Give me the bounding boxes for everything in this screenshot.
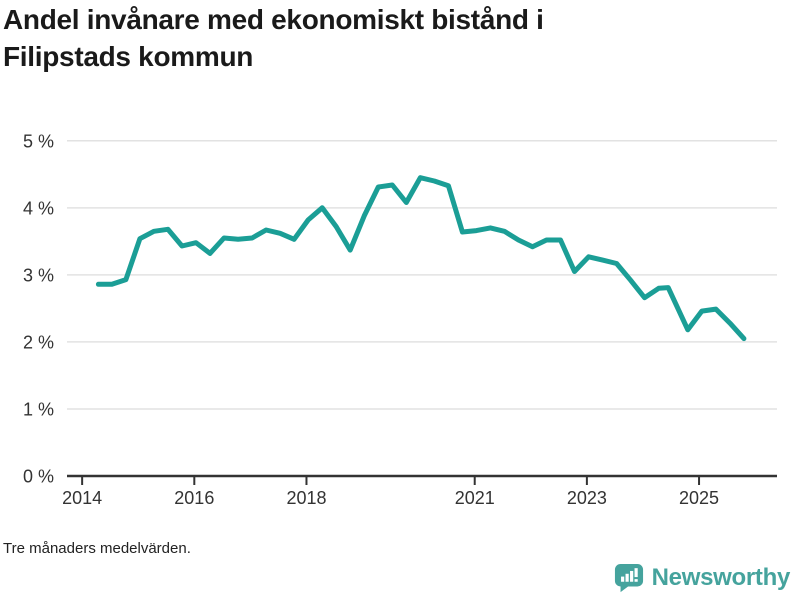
data-series-line xyxy=(95,175,747,342)
x-axis-tick-label: 2021 xyxy=(455,488,495,508)
y-axis-tick-label: 4 % xyxy=(23,198,54,218)
x-axis-tick-label: 2025 xyxy=(679,488,719,508)
y-axis-tick-label: 0 % xyxy=(23,467,54,487)
newsworthy-icon xyxy=(614,563,643,593)
chart-title: Andel invånare med ekonomiskt bistånd i … xyxy=(3,4,544,72)
x-axis-tick-label: 2018 xyxy=(286,488,326,508)
y-axis-tick-label: 2 % xyxy=(23,332,54,352)
y-axis-tick-label: 5 % xyxy=(23,131,54,151)
newsworthy-wordmark: Newsworthy xyxy=(651,564,791,591)
x-axis-tick-label: 2023 xyxy=(567,488,607,508)
chart-footnote: Tre månaders medelvärden. xyxy=(3,540,191,557)
y-axis-tick-label: 1 % xyxy=(23,399,54,419)
y-axis-tick-label: 3 % xyxy=(23,265,54,285)
line-chart: 0 % 1 % 2 % 3 % 4 % 5 % 2014 2016 2018 2021 2023 20… xyxy=(23,131,777,508)
newsworthy-logo: Newsworthy xyxy=(614,563,790,593)
x-axis-tick-label: 2016 xyxy=(174,488,214,508)
x-axis-tick-label: 2014 xyxy=(62,488,102,508)
